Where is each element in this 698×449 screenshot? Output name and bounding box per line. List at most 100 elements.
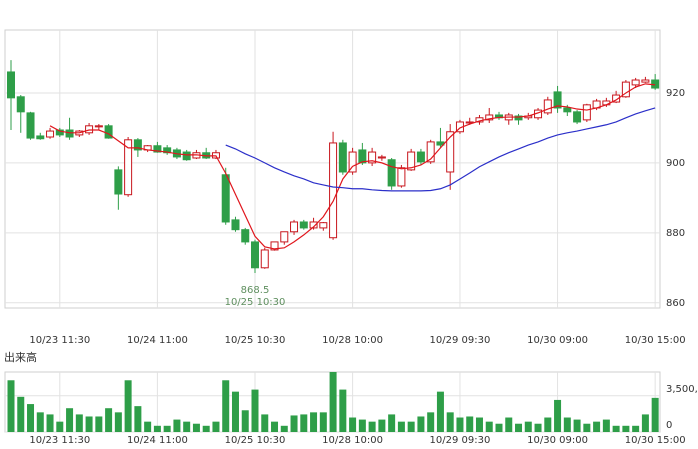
volume-bar (505, 417, 513, 432)
volume-bar (280, 425, 288, 432)
volume-bar (466, 416, 474, 432)
x-tick-label: 10/30 09:00 (527, 335, 588, 346)
volume-bar (329, 372, 337, 432)
candle-body (94, 125, 103, 128)
candle-body (270, 241, 279, 251)
volume-title: 出来高 (4, 350, 37, 364)
volume-bar (231, 391, 239, 432)
candle-body (338, 142, 347, 173)
x-tick-label: 10/23 11:30 (29, 435, 90, 446)
candle-body (573, 111, 582, 123)
volume-bar (417, 416, 425, 432)
candle-body (416, 151, 425, 163)
x-tick-label: 10/25 10:30 (225, 435, 286, 446)
volume-bar (456, 417, 464, 432)
volume-bar (222, 380, 230, 432)
y-tick-label: 880 (666, 228, 685, 239)
candle-body (231, 219, 240, 231)
volume-bar (544, 417, 552, 432)
volume-bar (144, 421, 152, 432)
volume-bar (388, 414, 396, 432)
volume-bar (485, 421, 493, 432)
candle-body (612, 94, 621, 103)
volume-bar (475, 417, 483, 432)
volume-bar (261, 414, 269, 432)
candle-body (16, 96, 25, 113)
candle-body (621, 81, 630, 98)
volume-bar (358, 419, 366, 432)
y-tick-label: 860 (666, 298, 685, 309)
volume-bar (290, 415, 298, 432)
candle-body (407, 151, 416, 171)
x-tick-label: 10/24 11:00 (127, 335, 188, 346)
volume-bar (515, 423, 523, 432)
volume-bar (651, 397, 659, 432)
candle-body (290, 221, 299, 233)
candle-body (514, 115, 523, 121)
candle-body (651, 79, 660, 89)
volume-bar (56, 421, 64, 432)
volume-bar (241, 410, 249, 432)
x-tick-label: 10/28 10:00 (322, 335, 383, 346)
moving-average-line (225, 107, 656, 192)
candle-body (348, 151, 357, 173)
candle-body (582, 104, 591, 121)
volume-bar (378, 419, 386, 432)
candle-body (319, 222, 328, 229)
candle-body (563, 107, 572, 113)
price-frame (4, 29, 661, 309)
candle-body (153, 145, 162, 153)
y-tick-label: 0 (666, 420, 672, 431)
volume-bar (114, 412, 122, 432)
candle-body (387, 159, 396, 187)
candle-body (553, 91, 562, 109)
volume-bar (495, 423, 503, 432)
volume-bar (105, 408, 113, 432)
annotation-time: 10/25 10:30 (225, 297, 286, 308)
volume-bar (153, 425, 161, 432)
candle-body (133, 139, 142, 151)
candle-body (631, 79, 640, 86)
candle-body (260, 249, 269, 269)
volume-bar (7, 380, 15, 432)
volume-bar (251, 389, 259, 432)
candle-body (397, 167, 406, 187)
annotation-value: 868.5 (241, 285, 270, 296)
x-tick-label: 10/30 15:00 (625, 335, 686, 346)
volume-bar (46, 414, 54, 432)
candle-body (26, 112, 35, 139)
volume-bar (173, 419, 181, 432)
volume-bar (212, 421, 220, 432)
x-tick-label: 10/29 09:30 (430, 435, 491, 446)
volume-bar (85, 416, 93, 432)
y-tick-label: 900 (666, 158, 685, 169)
candle-body (85, 125, 94, 134)
volume-bar (36, 412, 44, 432)
volume-bar (271, 421, 279, 432)
candle-body (182, 151, 191, 161)
volume-bar (300, 414, 308, 432)
x-tick-label: 10/23 11:30 (29, 335, 90, 346)
volume-bar (563, 417, 571, 432)
candle-body (114, 169, 123, 195)
candle-body (329, 142, 338, 239)
volume-bar (583, 423, 591, 432)
candle-body (163, 147, 172, 154)
x-tick-label: 10/25 10:30 (225, 335, 286, 346)
x-tick-label: 10/30 09:00 (527, 435, 588, 446)
volume-bar (534, 423, 542, 432)
candle-body (543, 99, 552, 114)
volume-bar (436, 391, 444, 432)
y-tick-label: 3,500,000 (666, 384, 698, 395)
volume-bar (163, 425, 171, 432)
volume-bar (407, 421, 415, 432)
volume-bar (554, 399, 562, 432)
volume-bar (202, 425, 210, 432)
candle-body (641, 79, 650, 83)
volume-bar (524, 421, 532, 432)
volume-bar (339, 389, 347, 432)
candle-body (309, 221, 318, 229)
volume-bar (310, 412, 318, 432)
volume-bar (612, 425, 620, 432)
volume-bar (349, 417, 357, 432)
